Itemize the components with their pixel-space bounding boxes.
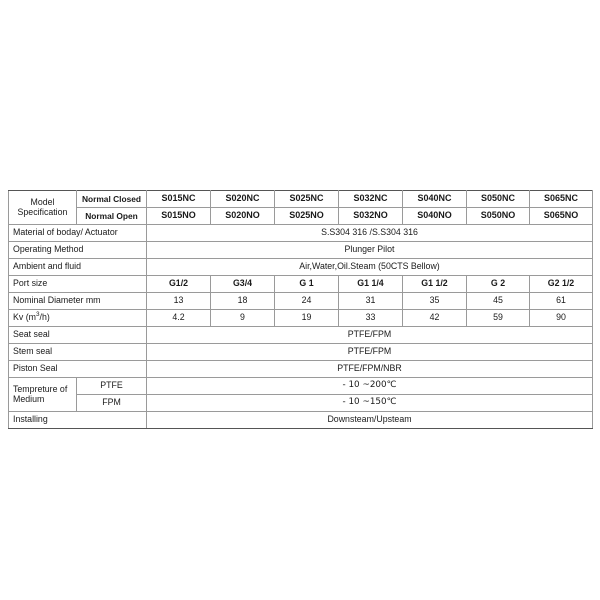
header-model-s025no: S025NO	[274, 207, 339, 225]
kv-value-2: 9	[210, 309, 275, 327]
temperature-fpm-value: - 10 ~150℃	[146, 394, 593, 412]
kv-value-7: 90	[529, 309, 593, 327]
nominal-diameter-value-1: 13	[146, 292, 211, 310]
header-model-s015no: S015NO	[146, 207, 211, 225]
row-label-installing: Installing	[8, 411, 147, 429]
temperature-ptfe-value: - 10 ~200℃	[146, 377, 593, 395]
row-value-piston-seal: PTFE/FPM/NBR	[146, 360, 593, 378]
port-size-value-3: G 1	[274, 275, 339, 293]
temperature-ptfe-label: PTFE	[76, 377, 147, 395]
header-model-s040nc: S040NC	[402, 190, 467, 208]
table-row-operating-method: Operating Method Plunger Pilot	[8, 241, 593, 259]
nominal-diameter-value-4: 31	[338, 292, 403, 310]
row-label-port-size: Port size	[8, 275, 147, 293]
nominal-diameter-value-2: 18	[210, 292, 275, 310]
temperature-label-line1: Tempreture of	[13, 384, 68, 395]
specification-table-container: Model Specification Normal Closed S015NC…	[8, 190, 593, 429]
row-value-material: S.S304 316 /S.S304 316	[146, 224, 593, 242]
header-model-s050nc: S050NC	[466, 190, 530, 208]
header-model-s025nc: S025NC	[274, 190, 339, 208]
temperature-label-line2: Medium	[13, 393, 45, 404]
row-label-temperature-medium: Tempreture of Medium	[8, 377, 77, 412]
table-row-nominal-diameter: Nominal Diameter mm 13 18 24 31 35 45 61	[8, 292, 593, 310]
nominal-diameter-value-6: 45	[466, 292, 530, 310]
table-row-kv: Kv (m3/h) 4.2 9 19 33 42 59 90	[8, 309, 593, 327]
header-model-s032nc: S032NC	[338, 190, 403, 208]
temperature-fpm-label: FPM	[76, 394, 147, 412]
table-row-installing: Installing Downsteam/Upsteam	[8, 411, 593, 429]
row-label-piston-seal: Piston Seal	[8, 360, 147, 378]
row-label-seat-seal: Seat seal	[8, 326, 147, 344]
row-value-stem-seal: PTFE/FPM	[146, 343, 593, 361]
table-row-header-normal-open: Normal Open S015NO S020NO S025NO S032NO …	[9, 207, 593, 225]
specification-label: Specification	[17, 206, 68, 217]
table-row-material: Material of boday/ Actuator S.S304 316 /…	[8, 224, 593, 242]
table-row-seat-seal: Seat seal PTFE/FPM	[8, 326, 593, 344]
row-label-stem-seal: Stem seal	[8, 343, 147, 361]
port-size-value-6: G 2	[466, 275, 530, 293]
row-value-installing: Downsteam/Upsteam	[146, 411, 593, 429]
normal-open-label-cell: Normal Open	[76, 207, 147, 225]
row-label-operating-method: Operating Method	[8, 241, 147, 259]
table-row-port-size: Port size G1/2 G3/4 G 1 G1 1/4 G1 1/2 G …	[8, 275, 593, 293]
row-label-kv: Kv (m3/h)	[8, 309, 147, 327]
header-model-s020no: S020NO	[210, 207, 275, 225]
valve-specification-table: Model Specification Normal Closed S015NC…	[8, 190, 593, 429]
kv-value-6: 59	[466, 309, 530, 327]
table-row-temperature-fpm: FPM - 10 ~150℃	[9, 394, 593, 412]
table-row-header-normal-closed: Model Specification Normal Closed S015NC…	[8, 190, 593, 225]
header-model-s040no: S040NO	[402, 207, 467, 225]
header-model-s065no: S065NO	[529, 207, 593, 225]
kv-value-1: 4.2	[146, 309, 211, 327]
header-model-s032no: S032NO	[338, 207, 403, 225]
row-label-material: Material of boday/ Actuator	[8, 224, 147, 242]
model-label: Model	[30, 197, 55, 208]
nominal-diameter-value-7: 61	[529, 292, 593, 310]
kv-label-prefix: Kv (m	[13, 312, 36, 323]
kv-value-5: 42	[402, 309, 467, 327]
row-value-seat-seal: PTFE/FPM	[146, 326, 593, 344]
kv-value-3: 19	[274, 309, 339, 327]
header-model-s050no: S050NO	[466, 207, 530, 225]
port-size-value-2: G3/4	[210, 275, 275, 293]
port-size-value-4: G1 1/4	[338, 275, 403, 293]
table-row-ambient-and-fluid: Ambient and fluid Air,Water,Oil.Steam (5…	[8, 258, 593, 276]
row-value-ambient-and-fluid: Air,Water,Oil.Steam (50CTS Bellow)	[146, 258, 593, 276]
kv-label-superscript: 3	[35, 311, 40, 319]
port-size-value-1: G1/2	[146, 275, 211, 293]
kv-value-4: 33	[338, 309, 403, 327]
nominal-diameter-value-3: 24	[274, 292, 339, 310]
row-value-operating-method: Plunger Pilot	[146, 241, 593, 259]
row-label-ambient-and-fluid: Ambient and fluid	[8, 258, 147, 276]
row-label-nominal-diameter: Nominal Diameter mm	[8, 292, 147, 310]
kv-label-suffix: /h)	[39, 312, 50, 323]
nominal-diameter-value-5: 35	[402, 292, 467, 310]
header-model-s065nc: S065NC	[529, 190, 593, 208]
table-row-stem-seal: Stem seal PTFE/FPM	[8, 343, 593, 361]
port-size-value-5: G1 1/2	[402, 275, 467, 293]
header-model-s015nc: S015NC	[146, 190, 211, 208]
port-size-value-7: G2 1/2	[529, 275, 593, 293]
model-specification-header-cell: Model Specification	[8, 190, 77, 225]
table-row-piston-seal: Piston Seal PTFE/FPM/NBR	[8, 360, 593, 378]
normal-closed-label-cell: Normal Closed	[76, 190, 147, 208]
header-model-s020nc: S020NC	[210, 190, 275, 208]
table-row-temperature-ptfe: Tempreture of Medium PTFE - 10 ~200℃	[8, 377, 593, 412]
